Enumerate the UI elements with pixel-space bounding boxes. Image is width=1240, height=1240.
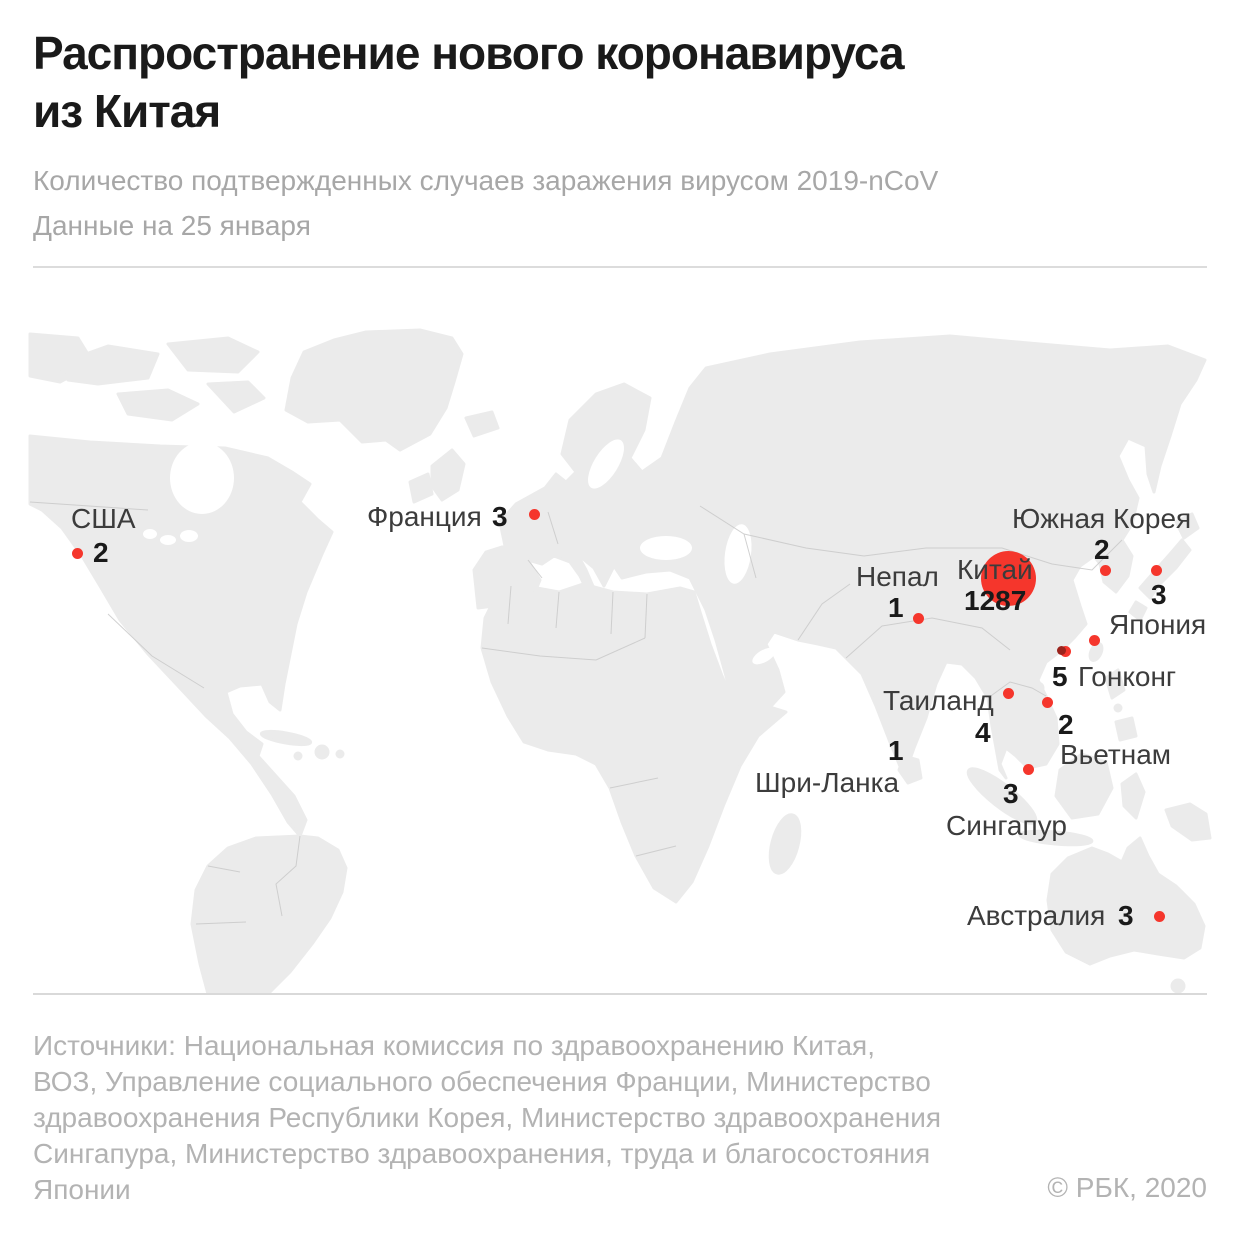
lake-superior xyxy=(143,529,157,539)
marker-china-label: Китай xyxy=(957,554,1033,585)
marker-nepal-value: 1 xyxy=(888,592,904,623)
land-java xyxy=(1018,829,1094,847)
land-ireland xyxy=(408,472,434,504)
sea-persian-gulf xyxy=(752,647,776,665)
sea-hudson-bay xyxy=(170,442,234,514)
lake-huron-erie xyxy=(180,530,198,542)
lake-michigan xyxy=(160,535,176,545)
land-hispaniola xyxy=(314,744,330,760)
land-australia xyxy=(1046,836,1206,966)
marker-thailand-label: Таиланд xyxy=(883,685,994,716)
marker-france-dot xyxy=(529,509,540,520)
marker-china-dot xyxy=(981,551,1036,606)
land-madagascar xyxy=(768,813,802,875)
marker-hong-kong-dot-overlap xyxy=(1057,646,1066,655)
land-cuba xyxy=(259,729,313,747)
marker-vietnam-value: 2 xyxy=(1058,709,1074,740)
marker-china-value: 1287 xyxy=(964,585,1027,616)
land-sulawesi xyxy=(1120,772,1146,820)
land-arctic-islands xyxy=(56,336,266,422)
land-taiwan xyxy=(1088,642,1104,662)
marker-south-korea-value: 2 xyxy=(1094,534,1110,565)
marker-nepal-label: Непал xyxy=(856,561,939,592)
land-eurasia xyxy=(472,334,1207,780)
sea-caspian xyxy=(724,524,752,584)
land-puerto-rico xyxy=(335,749,345,759)
land-borneo xyxy=(1054,752,1114,820)
sea-baltic xyxy=(588,439,624,489)
marker-france-value: 3 xyxy=(492,501,508,532)
marker-vietnam-label: Вьетнам xyxy=(1060,739,1172,770)
land-new-guinea xyxy=(1164,802,1212,842)
world-map xyxy=(28,328,1212,994)
marker-hong-kong-dot-secondary xyxy=(1089,635,1100,646)
land-sumatra xyxy=(966,767,1038,825)
land-south-america xyxy=(190,834,348,994)
marker-thailand-dot xyxy=(1003,688,1014,699)
marker-south-korea-label: Южная Корея xyxy=(1012,503,1192,534)
marker-singapore-dot xyxy=(1023,764,1034,775)
world-map-container xyxy=(0,326,1240,994)
marker-australia-value: 3 xyxy=(1118,900,1134,931)
land-philippines xyxy=(1104,668,1138,742)
marker-sri-lanka-label: Шри-Ланка xyxy=(755,767,900,798)
marker-nepal-dot xyxy=(913,613,924,624)
marker-usa-label: США xyxy=(71,503,136,534)
land-jamaica xyxy=(293,751,303,761)
bottom-divider xyxy=(33,993,1207,995)
sources-text: Источники: Национальная комиссия по здра… xyxy=(33,1030,941,1205)
marker-hong-kong-value: 5 xyxy=(1052,661,1068,692)
land-visayas xyxy=(1113,703,1123,713)
marker-thailand-value: 4 xyxy=(975,717,991,748)
page-title: Распространение нового коронавируса из К… xyxy=(33,27,905,137)
marker-vietnam-dot xyxy=(1042,697,1053,708)
marker-usa-dot xyxy=(72,548,83,559)
marker-france-label: Франция xyxy=(367,501,482,532)
copyright-text: © РБК, 2020 xyxy=(1047,1172,1207,1203)
page-subtitle: Количество подтвержденных случаев зараже… xyxy=(33,165,939,241)
land-tasmania xyxy=(1170,978,1186,994)
country-borders xyxy=(29,501,1123,925)
marker-australia-dot xyxy=(1154,911,1165,922)
land-japan xyxy=(1128,512,1200,622)
land-sri-lanka xyxy=(897,754,923,785)
marker-south-korea-dot xyxy=(1100,565,1111,576)
marker-usa-value: 2 xyxy=(93,537,109,568)
marker-singapore-label: Сингапур xyxy=(946,810,1067,841)
land-great-britain xyxy=(430,448,466,502)
land-iceland xyxy=(464,410,500,438)
land-greenland xyxy=(284,328,464,452)
marker-singapore-value: 3 xyxy=(1003,778,1019,809)
land-africa xyxy=(480,582,788,904)
marker-japan-dot xyxy=(1151,565,1162,576)
marker-japan-label: Япония xyxy=(1109,609,1207,640)
marker-australia-label: Австралия xyxy=(967,900,1106,931)
marker-japan-value: 3 xyxy=(1151,579,1167,610)
marker-hong-kong-label: Гонконг xyxy=(1078,661,1177,692)
sea-black xyxy=(640,536,692,560)
marker-sri-lanka-value: 1 xyxy=(888,735,904,766)
top-divider xyxy=(33,266,1207,268)
